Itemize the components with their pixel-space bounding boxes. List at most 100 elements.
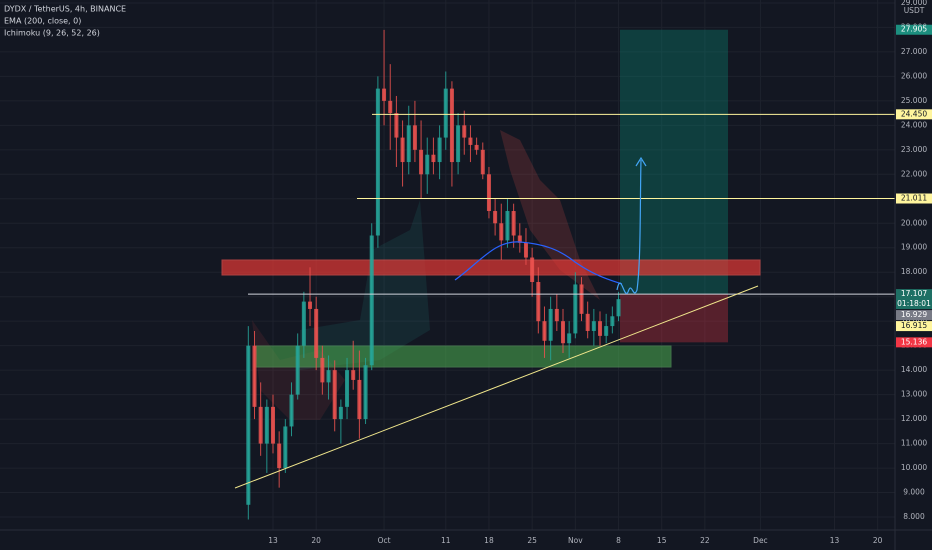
y-tick-label: 11.000 — [901, 439, 927, 448]
candle-body — [338, 406, 343, 420]
x-tick-label: 11 — [441, 536, 451, 545]
candle-body — [400, 137, 405, 163]
candle-body — [567, 333, 572, 344]
price-tag — [896, 337, 932, 348]
y-tick-label: 29.000 — [901, 0, 927, 7]
price-tag — [896, 109, 932, 120]
candle-body — [573, 284, 578, 334]
candle-body — [332, 370, 337, 420]
candle-body — [295, 345, 300, 395]
candle-body — [474, 144, 479, 150]
candle-body — [301, 301, 306, 346]
candle-body — [616, 299, 621, 317]
axis: 29.00028.00027.00026.00025.00024.00023.0… — [268, 0, 932, 545]
candle-body — [314, 308, 319, 358]
candle-body — [419, 149, 424, 175]
candle-body — [579, 284, 584, 314]
candle-body — [308, 301, 313, 309]
price-tag-label: 21.011 — [901, 194, 927, 203]
y-tick-label: 9.000 — [903, 488, 925, 497]
candle-body — [357, 379, 362, 420]
y-tick-label: 19.000 — [901, 243, 927, 252]
y-tick-label: 26.000 — [901, 71, 927, 80]
candle-body — [406, 125, 411, 163]
candle-body — [326, 370, 331, 383]
y-tick-label: 20.000 — [901, 218, 927, 227]
price-tag — [896, 193, 932, 204]
x-tick-label: Oct — [378, 536, 391, 545]
y-tick-label: 24.000 — [901, 120, 927, 129]
candle-body — [548, 308, 553, 341]
candle-body — [412, 125, 417, 150]
ema-line — [454, 241, 623, 285]
candle-body — [388, 100, 393, 114]
candle-body — [530, 257, 535, 283]
x-tick-label: 20 — [311, 536, 321, 545]
resistance-zone — [221, 259, 761, 276]
x-tick-label: 18 — [484, 536, 494, 545]
price-tag-label: 15.136 — [901, 337, 927, 346]
price-tag-label: 27.905 — [901, 25, 927, 34]
y-tick-label: 22.000 — [901, 169, 927, 178]
trend-line — [234, 285, 759, 489]
projection-arrow — [616, 159, 642, 294]
x-tick-label: 13 — [268, 536, 278, 545]
candle-body — [517, 235, 522, 243]
candle-body — [511, 211, 516, 236]
candle-body — [542, 321, 547, 341]
candle-body — [598, 321, 603, 336]
x-tick-label: 13 — [830, 536, 840, 545]
price-tag-label: 16.915 — [901, 321, 927, 330]
x-tick-label: 22 — [700, 536, 710, 545]
price-tag-label: 16.929 — [901, 310, 927, 319]
y-tick-label: 13.000 — [901, 390, 927, 399]
position-box — [620, 29, 728, 343]
candle-body — [382, 88, 387, 101]
candle-body — [456, 125, 461, 163]
price-tag — [896, 310, 932, 321]
candle-body — [585, 313, 590, 331]
arrow-head — [635, 156, 647, 167]
candle-body — [345, 370, 350, 407]
indicator-label: Ichimoku (9, 26, 52, 26) — [4, 29, 100, 38]
x-tick-label: 8 — [616, 536, 621, 545]
y-tick-label: 10.000 — [901, 463, 927, 472]
y-tick-label: 8.000 — [903, 512, 925, 521]
levels — [248, 113, 895, 295]
x-tick-label: Dec — [753, 536, 768, 545]
candles — [246, 29, 621, 520]
y-tick-label: 14.000 — [901, 365, 927, 374]
price-tag-label: 17.107 — [901, 289, 927, 298]
candle-body — [283, 426, 288, 469]
price-tag-label: 24.450 — [901, 109, 927, 118]
candle-body — [264, 406, 269, 444]
x-tick-label: 15 — [657, 536, 667, 545]
x-tick-label: 20 — [873, 536, 883, 545]
candle-body — [320, 357, 325, 383]
y-tick-label: 16.000 — [901, 316, 927, 325]
ichimoku-cloud — [300, 200, 430, 370]
candle-body — [468, 137, 473, 145]
candle-body — [289, 394, 294, 427]
candle-body — [462, 125, 467, 138]
candle-body — [425, 154, 430, 175]
candle-body — [252, 345, 257, 407]
candle-body — [499, 223, 504, 241]
candle-body — [394, 113, 399, 138]
candle-body — [443, 88, 448, 138]
y-tick-label: 25.000 — [901, 96, 927, 105]
header-title: DYDX / TetherUS, 4h, BINANCE — [4, 5, 126, 14]
y-tick-label: 18.000 — [901, 267, 927, 276]
candle-body — [505, 211, 510, 241]
candle-body — [369, 235, 374, 366]
countdown-label: 01:18:01 — [897, 299, 931, 308]
candle-body — [554, 308, 559, 322]
candle-body — [449, 88, 454, 163]
candle-body — [493, 211, 498, 224]
price-tag — [896, 321, 932, 332]
support-zone — [255, 345, 672, 368]
candle-body — [375, 88, 380, 236]
y-tick-label: 27.000 — [901, 47, 927, 56]
price-tag — [896, 289, 932, 310]
candle-body — [437, 137, 442, 163]
